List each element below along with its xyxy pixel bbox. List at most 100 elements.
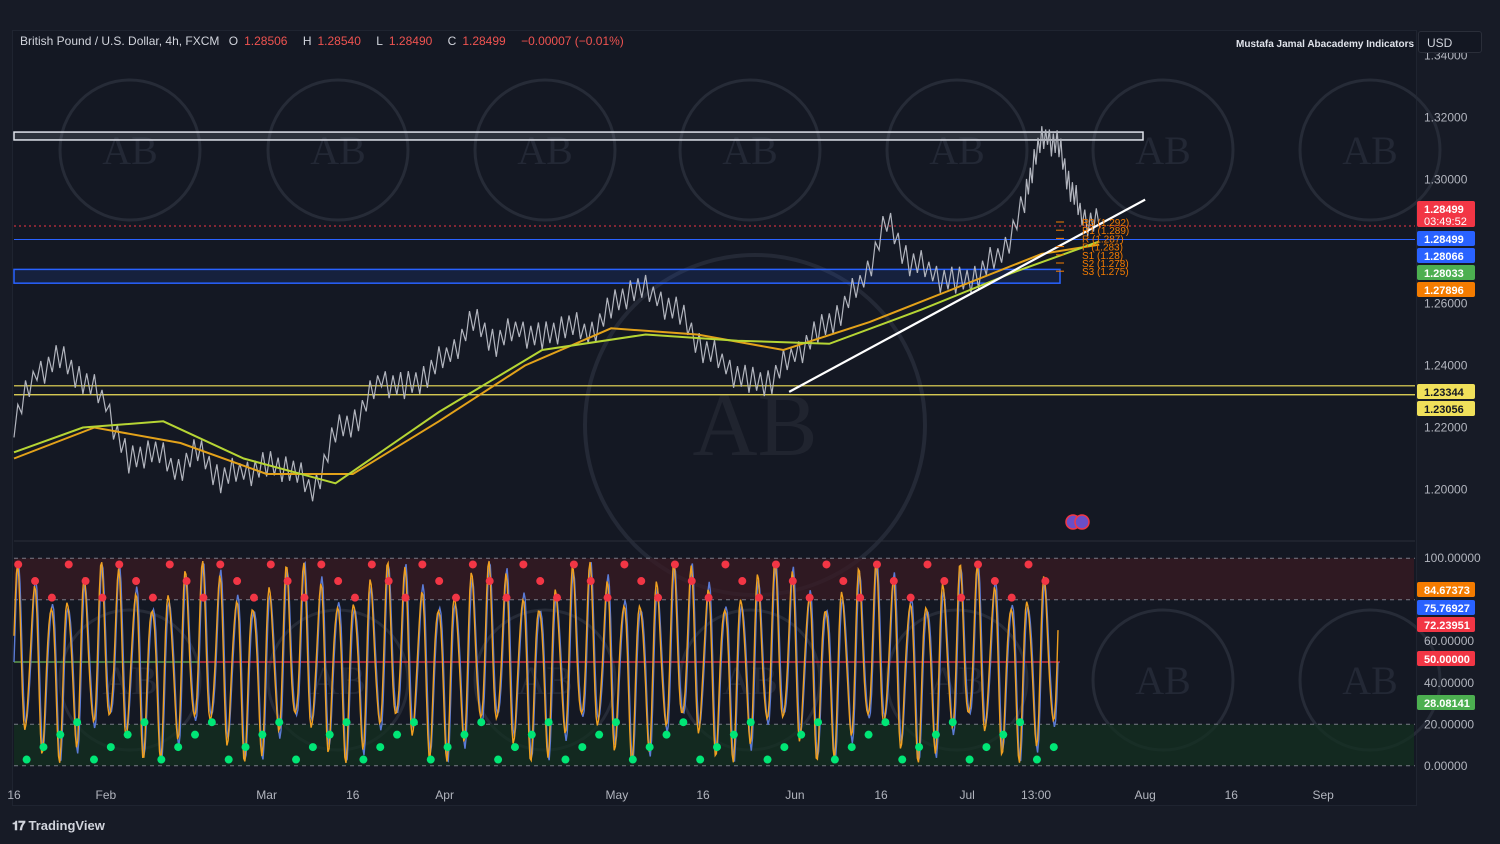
osc-badge-label: 84.67373	[1424, 585, 1470, 597]
sell-signal-dot	[822, 560, 831, 569]
sell-signal-dot	[81, 577, 90, 586]
time-tick-label: Aug	[1134, 788, 1155, 802]
price-axis: 1.340001.320001.300001.280001.260001.240…	[1417, 49, 1481, 773]
buy-signal-dot	[106, 743, 115, 752]
buy-signal-dot	[881, 718, 890, 727]
pivot-label: S1 (1.28)	[1082, 251, 1123, 262]
watermark-letters: AB	[310, 128, 366, 173]
sell-signal-dot	[670, 560, 679, 569]
sell-signal-dot	[553, 593, 562, 602]
price-pane: R3 (1.292)R1 (1.289)R (1.287)P (1.283)S1…	[13, 126, 1415, 542]
osc-badge	[1417, 695, 1475, 710]
buy-signal-dot	[140, 718, 149, 727]
time-tick-label: 16	[1225, 788, 1239, 802]
sell-signal-dot	[233, 577, 242, 586]
chart-panel[interactable]	[12, 30, 1417, 806]
sell-signal-dot	[620, 560, 629, 569]
flag-us-icon	[1074, 514, 1090, 530]
sell-signal-dot	[266, 560, 275, 569]
buy-signal-dot	[931, 730, 940, 739]
watermark-ring	[266, 78, 410, 222]
sell-signal-dot	[923, 560, 932, 569]
sell-signal-dot	[974, 560, 983, 569]
sell-signal-dot	[654, 593, 663, 602]
time-axis: 16 Feb Mar 16 Apr May 16 Jun 16 Jul 13:00 Aug 16 Sep	[7, 788, 1334, 802]
high-value: 1.28540	[317, 34, 361, 48]
time-tick-label: 16	[7, 788, 21, 802]
buy-signal-dot	[797, 730, 806, 739]
indicator-title[interactable]: Mustafa Jamal Abacademy Indicators	[1236, 39, 1415, 50]
buy-signal-dot	[393, 730, 402, 739]
close-label: C	[447, 34, 457, 48]
osc-badge	[1417, 651, 1475, 666]
buy-signal-dot	[898, 755, 907, 764]
watermark-letters: AB	[1342, 658, 1398, 703]
sell-signal-dot	[755, 593, 764, 602]
buy-signal-dot	[191, 730, 200, 739]
sell-signal-dot	[889, 577, 898, 586]
time-tick-label: 13:00	[1021, 788, 1051, 802]
pivot-label: R3 (1.292)	[1082, 218, 1129, 229]
osc-badge-label: 72.23951	[1424, 620, 1470, 632]
oscillator-pane	[13, 557, 1415, 767]
watermark-ring	[1298, 78, 1442, 222]
price-badge-label: 1.27896	[1424, 285, 1464, 297]
sell-signal-dot	[249, 593, 258, 602]
currency-button[interactable]: USD	[1418, 31, 1482, 53]
time-tick-label: Sep	[1312, 788, 1334, 802]
buy-signal-dot	[1049, 743, 1058, 752]
buy-signal-dot	[713, 743, 722, 752]
price-badge	[1417, 201, 1475, 227]
time-tick-label: Apr	[435, 788, 454, 802]
buy-signal-dot	[460, 730, 469, 739]
sell-signal-dot	[334, 577, 343, 586]
symbol-title[interactable]: British Pound / U.S. Dollar, 4h, FXCM	[20, 34, 220, 48]
tradingview-label: TradingView	[28, 818, 105, 833]
price-badge-label: 1.28499	[1424, 234, 1464, 246]
price-tick-label: 1.20000	[1424, 483, 1468, 497]
price-tick-label: 1.26000	[1424, 297, 1468, 311]
buy-signal-dot	[864, 730, 873, 739]
watermark-letters: AB	[1135, 128, 1191, 173]
osc-tick-label: 60.00000	[1424, 634, 1474, 648]
sell-signal-dot	[98, 593, 107, 602]
buy-signal-dot	[73, 718, 82, 727]
sell-signal-dot	[148, 593, 157, 602]
buy-signal-dot	[56, 730, 65, 739]
buy-signal-dot	[645, 743, 654, 752]
watermark-big-letters: AB	[692, 376, 817, 475]
tradingview-logo[interactable]: 𝟏𝟕 TradingView	[12, 818, 105, 834]
sell-signal-dot	[940, 577, 949, 586]
buy-signal-dot	[595, 730, 604, 739]
osc-tick-label: 20.00000	[1424, 717, 1474, 731]
time-tick-label: 16	[696, 788, 710, 802]
sell-signal-dot	[485, 577, 494, 586]
close-value: 1.28499	[462, 34, 506, 48]
buy-signal-dot	[628, 755, 637, 764]
buy-signal-dot	[258, 730, 267, 739]
sell-signal-dot	[401, 593, 410, 602]
osc-badge	[1417, 582, 1475, 597]
buy-signal-dot	[544, 718, 553, 727]
buy-signal-dot	[696, 755, 705, 764]
pivot-label: S3 (1.275)	[1082, 267, 1129, 278]
buy-signal-dot	[342, 718, 351, 727]
buy-signal-dot	[679, 718, 688, 727]
osc-badge	[1417, 600, 1475, 615]
buy-signal-dot	[510, 743, 519, 752]
sell-signal-dot	[771, 560, 780, 569]
sell-signal-dot	[468, 560, 477, 569]
osc-badge-label: 28.08141	[1424, 698, 1470, 710]
sell-signal-dot	[906, 593, 915, 602]
sell-signal-dot	[502, 593, 511, 602]
countdown-label: 03:49:52	[1424, 216, 1467, 228]
price-tick-label: 1.30000	[1424, 173, 1468, 187]
osc-tick-label: 100.00000	[1424, 551, 1481, 565]
sell-signal-dot	[805, 593, 814, 602]
watermark-letters: AB	[517, 128, 573, 173]
sell-signal-dot	[216, 560, 225, 569]
sell-signal-dot	[384, 577, 393, 586]
price-badge-label: 1.28066	[1424, 251, 1464, 263]
buy-signal-dot	[763, 755, 772, 764]
